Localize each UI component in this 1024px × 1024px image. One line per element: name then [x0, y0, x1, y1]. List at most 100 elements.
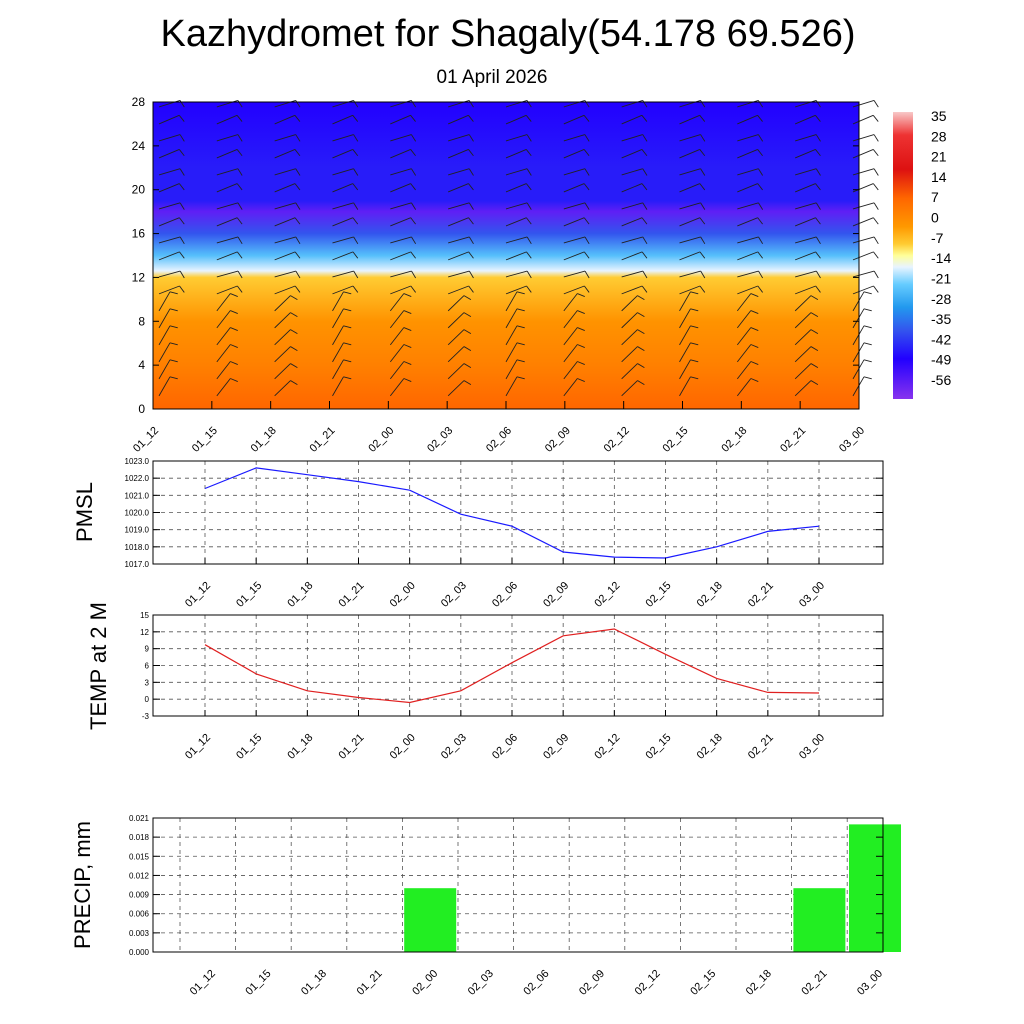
- wind-barb: [448, 270, 474, 279]
- wind-barb: [679, 308, 699, 329]
- wind-barb: [332, 236, 359, 245]
- cs-ytick-label: 0: [138, 402, 145, 416]
- wind-barb: [389, 361, 412, 380]
- wind-barb: [679, 270, 706, 279]
- colorbar-label: -56: [931, 372, 951, 388]
- wind-barb: [795, 236, 821, 245]
- xtick-label: 02_06: [521, 968, 551, 998]
- precipitation-x-axis: 01_12 01_15 01_18 01_21 02_00 02_03 02_06 02_09…: [188, 968, 885, 998]
- wind-barb: [563, 183, 590, 193]
- colorbar-label: -35: [931, 311, 951, 327]
- wind-barb: [852, 270, 879, 279]
- xtick-label: 03_00: [855, 968, 885, 998]
- wind-barb: [737, 114, 763, 125]
- wind-barb: [563, 285, 590, 295]
- wind-barb: [505, 342, 525, 363]
- wind-barb: [736, 293, 759, 312]
- wind-barb: [679, 134, 706, 142]
- wind-barb: [332, 285, 359, 295]
- wind-barb: [158, 134, 185, 142]
- wind-barb: [621, 295, 645, 312]
- cs-xtick-label: 02_21: [778, 425, 808, 455]
- wind-barb: [505, 376, 525, 397]
- wind-barb: [852, 149, 879, 159]
- wind-barb: [274, 312, 298, 329]
- wind-barb: [679, 376, 699, 397]
- wind-barb: [216, 202, 243, 210]
- wind-barb: [505, 217, 532, 227]
- wind-barb: [332, 376, 352, 397]
- wind-barb: [737, 183, 763, 193]
- wind-barb: [852, 236, 879, 245]
- wind-barb: [794, 346, 819, 363]
- wind-barb: [621, 312, 645, 329]
- ytick-label: 0.018: [129, 833, 150, 842]
- colorbar-label: -28: [931, 291, 951, 307]
- wind-barb: [158, 285, 185, 295]
- wind-barb: [563, 251, 590, 261]
- wind-barb: [448, 134, 474, 142]
- wind-barb: [274, 380, 298, 397]
- wind-barb: [447, 312, 472, 329]
- wind-barb: [563, 344, 585, 363]
- wind-barb: [737, 168, 764, 176]
- cross-section-temperature-field: [153, 102, 859, 409]
- wind-barb: [794, 312, 819, 329]
- wind-barb: [332, 270, 359, 279]
- wind-barb: [794, 217, 821, 227]
- cs-ytick-label: 8: [138, 314, 145, 328]
- wind-barb: [736, 361, 759, 380]
- wind-barb: [332, 202, 359, 210]
- wind-barbs: [158, 99, 879, 397]
- xtick-label: 03_00: [797, 580, 827, 610]
- wind-barb: [216, 361, 238, 380]
- colorbar-label: 28: [931, 128, 947, 144]
- wind-barb: [621, 202, 648, 210]
- pmsl-panel: 1017.0 1018.0 1019.0 1020.0 1021.0 1022.0 1023…: [72, 457, 884, 610]
- colorbar-label: 21: [931, 149, 947, 165]
- wind-barb: [679, 217, 706, 227]
- precipitation-grid: [153, 817, 883, 953]
- wind-barb: [679, 342, 699, 363]
- wind-barb: [563, 168, 590, 176]
- wind-barb: [621, 114, 648, 125]
- xtick-label: 02_00: [388, 580, 418, 610]
- colorbar-label: -7: [931, 230, 944, 246]
- wind-barb: [563, 134, 590, 142]
- wind-barb: [390, 217, 416, 227]
- wind-barb: [389, 327, 412, 346]
- ytick-label: 1023.0: [125, 457, 150, 466]
- wind-barb: [563, 114, 590, 125]
- wind-barb: [158, 342, 178, 363]
- wind-barb: [216, 236, 243, 245]
- wind-barb: [389, 293, 412, 312]
- precip-bar: [793, 888, 846, 952]
- wind-barb: [216, 183, 243, 193]
- cs-xtick-label: 02_06: [484, 425, 514, 455]
- wind-barb: [852, 202, 879, 210]
- cs-ytick-label: 16: [132, 227, 146, 241]
- wind-barb: [795, 285, 821, 295]
- ytick-label: 1020.0: [125, 509, 150, 518]
- colorbar-label: 7: [931, 189, 939, 205]
- wind-barb: [794, 183, 821, 193]
- wind-barb: [621, 168, 648, 176]
- wind-barb: [505, 325, 525, 346]
- ytick-label: 0.012: [129, 871, 150, 880]
- wind-barb: [216, 270, 243, 279]
- wind-barb: [621, 183, 648, 193]
- xtick-label: 01_21: [355, 968, 385, 998]
- xtick-label: 02_18: [695, 732, 725, 762]
- xtick-label: 02_12: [592, 580, 622, 610]
- pmsl-y-axis: 1017.0 1018.0 1019.0 1020.0 1021.0 1022.0 1023…: [125, 457, 883, 569]
- wind-barb: [389, 310, 412, 329]
- wind-barb: [795, 168, 821, 176]
- wind-barb: [158, 270, 185, 279]
- wind-barb: [737, 236, 764, 245]
- xtick-label: 02_12: [633, 968, 663, 998]
- wind-barb: [216, 378, 238, 397]
- wind-barb: [852, 168, 879, 176]
- wind-barb: [795, 202, 821, 210]
- precipitation-panel: 0.000 0.003 0.006 0.009 0.012 0.015 0.018 0.021…: [70, 814, 901, 998]
